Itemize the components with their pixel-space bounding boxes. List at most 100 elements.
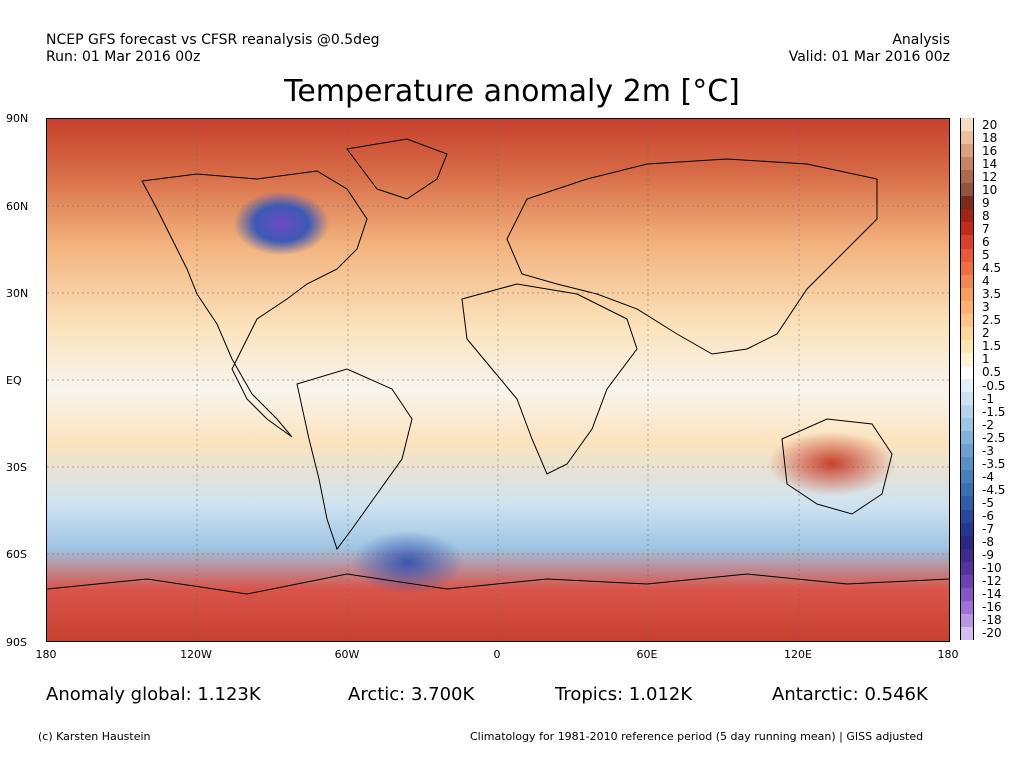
- colorbar-label: -14: [982, 587, 1002, 602]
- map-title: Temperature anomaly 2m [°C]: [284, 74, 740, 109]
- lon-label-0: 0: [493, 648, 501, 661]
- colorbar-segment: [960, 444, 974, 458]
- colorbar-label: -8: [982, 535, 994, 550]
- colorbar-segment: [960, 574, 974, 589]
- colorbar-segment: [960, 496, 974, 510]
- colorbar-label: 0.5: [982, 365, 1002, 380]
- lat-label-eq: EQ: [6, 374, 22, 387]
- colorbar-label: 6: [982, 234, 990, 249]
- lon-label-60w: 60W: [334, 648, 360, 661]
- colorbar-label: -12: [982, 574, 1002, 589]
- colorbar-segment: [960, 431, 974, 445]
- colorbar-segment: [960, 326, 974, 341]
- colorbar-segment: [960, 274, 974, 289]
- colorbar-segment: [960, 170, 974, 184]
- colorbar-label: -2: [982, 417, 994, 432]
- colorbar-label: -1.5: [982, 404, 1006, 419]
- lat-label-90n: 90N: [6, 112, 29, 125]
- run-time: Run: 01 Mar 2016 00z: [46, 49, 201, 65]
- colorbar-label: 1.5: [982, 339, 1002, 354]
- copyright: (c) Karsten Haustein: [38, 730, 151, 743]
- colorbar-segment: [960, 300, 974, 315]
- colorbar-segment: [960, 483, 974, 497]
- climatology-note: Climatology for 1981-2010 reference peri…: [470, 730, 924, 743]
- colorbar-segment: [960, 222, 974, 236]
- colorbar-label: -0.5: [982, 378, 1006, 393]
- colorbar-segment: [960, 261, 974, 276]
- colorbar-label: -4: [982, 469, 994, 484]
- colorbar-segment: [960, 196, 974, 210]
- colorbar-segment: [960, 313, 974, 328]
- anomaly-map: [46, 118, 950, 642]
- colorbar-label: 4.5: [982, 261, 1002, 276]
- colorbar-segment: [960, 209, 974, 223]
- colorbar-label: -10: [982, 561, 1002, 576]
- colorbar-segment: [960, 405, 974, 419]
- colorbar-label: 3.5: [982, 287, 1002, 302]
- gridlines: [47, 119, 949, 641]
- antarctica-outline: [47, 573, 949, 595]
- colorbar-segment: [960, 118, 974, 132]
- colorbar-label: -1: [982, 391, 994, 406]
- colorbar-label: 14: [982, 156, 998, 171]
- colorbar-segment: [960, 535, 974, 550]
- lat-label-60n: 60N: [6, 200, 29, 213]
- colorbar: [960, 118, 974, 641]
- colorbar-label: 2: [982, 326, 990, 341]
- lon-label-180w: 180: [35, 648, 57, 661]
- colorbar-label: 9: [982, 195, 990, 210]
- colorbar-segment: [960, 613, 974, 628]
- colorbar-label: 20: [982, 117, 998, 132]
- colorbar-segment: [960, 235, 974, 249]
- north-america-outline: [141, 170, 368, 438]
- colorbar-label: -18: [982, 613, 1002, 628]
- colorbar-label: -16: [982, 600, 1002, 615]
- lat-label-30n: 30N: [6, 287, 29, 300]
- stat-tropics: Tropics: 1.012K: [555, 684, 693, 705]
- eurasia-outline: [506, 158, 878, 355]
- colorbar-label: 10: [982, 182, 998, 197]
- colorbar-segment: [960, 418, 974, 432]
- south-america-outline: [296, 368, 413, 551]
- colorbar-segment: [960, 522, 974, 537]
- map-overlay: [47, 119, 949, 641]
- colorbar-segment: [960, 157, 974, 171]
- colorbar-label: -20: [982, 626, 1002, 641]
- colorbar-segment: [960, 600, 974, 615]
- colorbar-label: 4: [982, 274, 990, 289]
- colorbar-segment: [960, 248, 974, 263]
- australia-outline: [781, 418, 893, 515]
- stat-global: Anomaly global: 1.123K: [46, 684, 261, 705]
- header-right: Analysis Valid: 01 Mar 2016 00z: [789, 32, 950, 66]
- colorbar-segment: [960, 287, 974, 302]
- colorbar-segment: [960, 561, 974, 576]
- lon-label-120e: 120E: [784, 648, 812, 661]
- colorbar-label: 16: [982, 143, 998, 158]
- lon-label-60e: 60E: [636, 648, 658, 661]
- colorbar-segment: [960, 548, 974, 563]
- colorbar-label: 1: [982, 352, 990, 367]
- analysis-label: Analysis: [892, 32, 950, 48]
- colorbar-label: -3: [982, 443, 994, 458]
- colorbar-segment: [960, 587, 974, 602]
- lon-label-120w: 120W: [180, 648, 212, 661]
- colorbar-label: -6: [982, 509, 994, 524]
- model-description: NCEP GFS forecast vs CFSR reanalysis @0.…: [46, 32, 380, 48]
- stat-arctic: Arctic: 3.700K: [348, 684, 475, 705]
- colorbar-segment: [960, 379, 974, 393]
- colorbar-label: 7: [982, 221, 990, 236]
- colorbar-label: 5: [982, 248, 990, 263]
- colorbar-segment: [960, 183, 974, 197]
- colorbar-label: 12: [982, 169, 998, 184]
- colorbar-segment: [960, 470, 974, 484]
- colorbar-segment: [960, 392, 974, 406]
- lon-label-180e: 180: [937, 648, 959, 661]
- colorbar-label: 8: [982, 208, 990, 223]
- greenland-outline: [346, 138, 448, 200]
- valid-time: Valid: 01 Mar 2016 00z: [788, 49, 950, 65]
- colorbar-label: -5: [982, 495, 994, 510]
- colorbar-segment: [960, 144, 974, 158]
- colorbar-label: -3.5: [982, 456, 1006, 471]
- colorbar-segment: [960, 339, 974, 354]
- colorbar-segment: [960, 509, 974, 524]
